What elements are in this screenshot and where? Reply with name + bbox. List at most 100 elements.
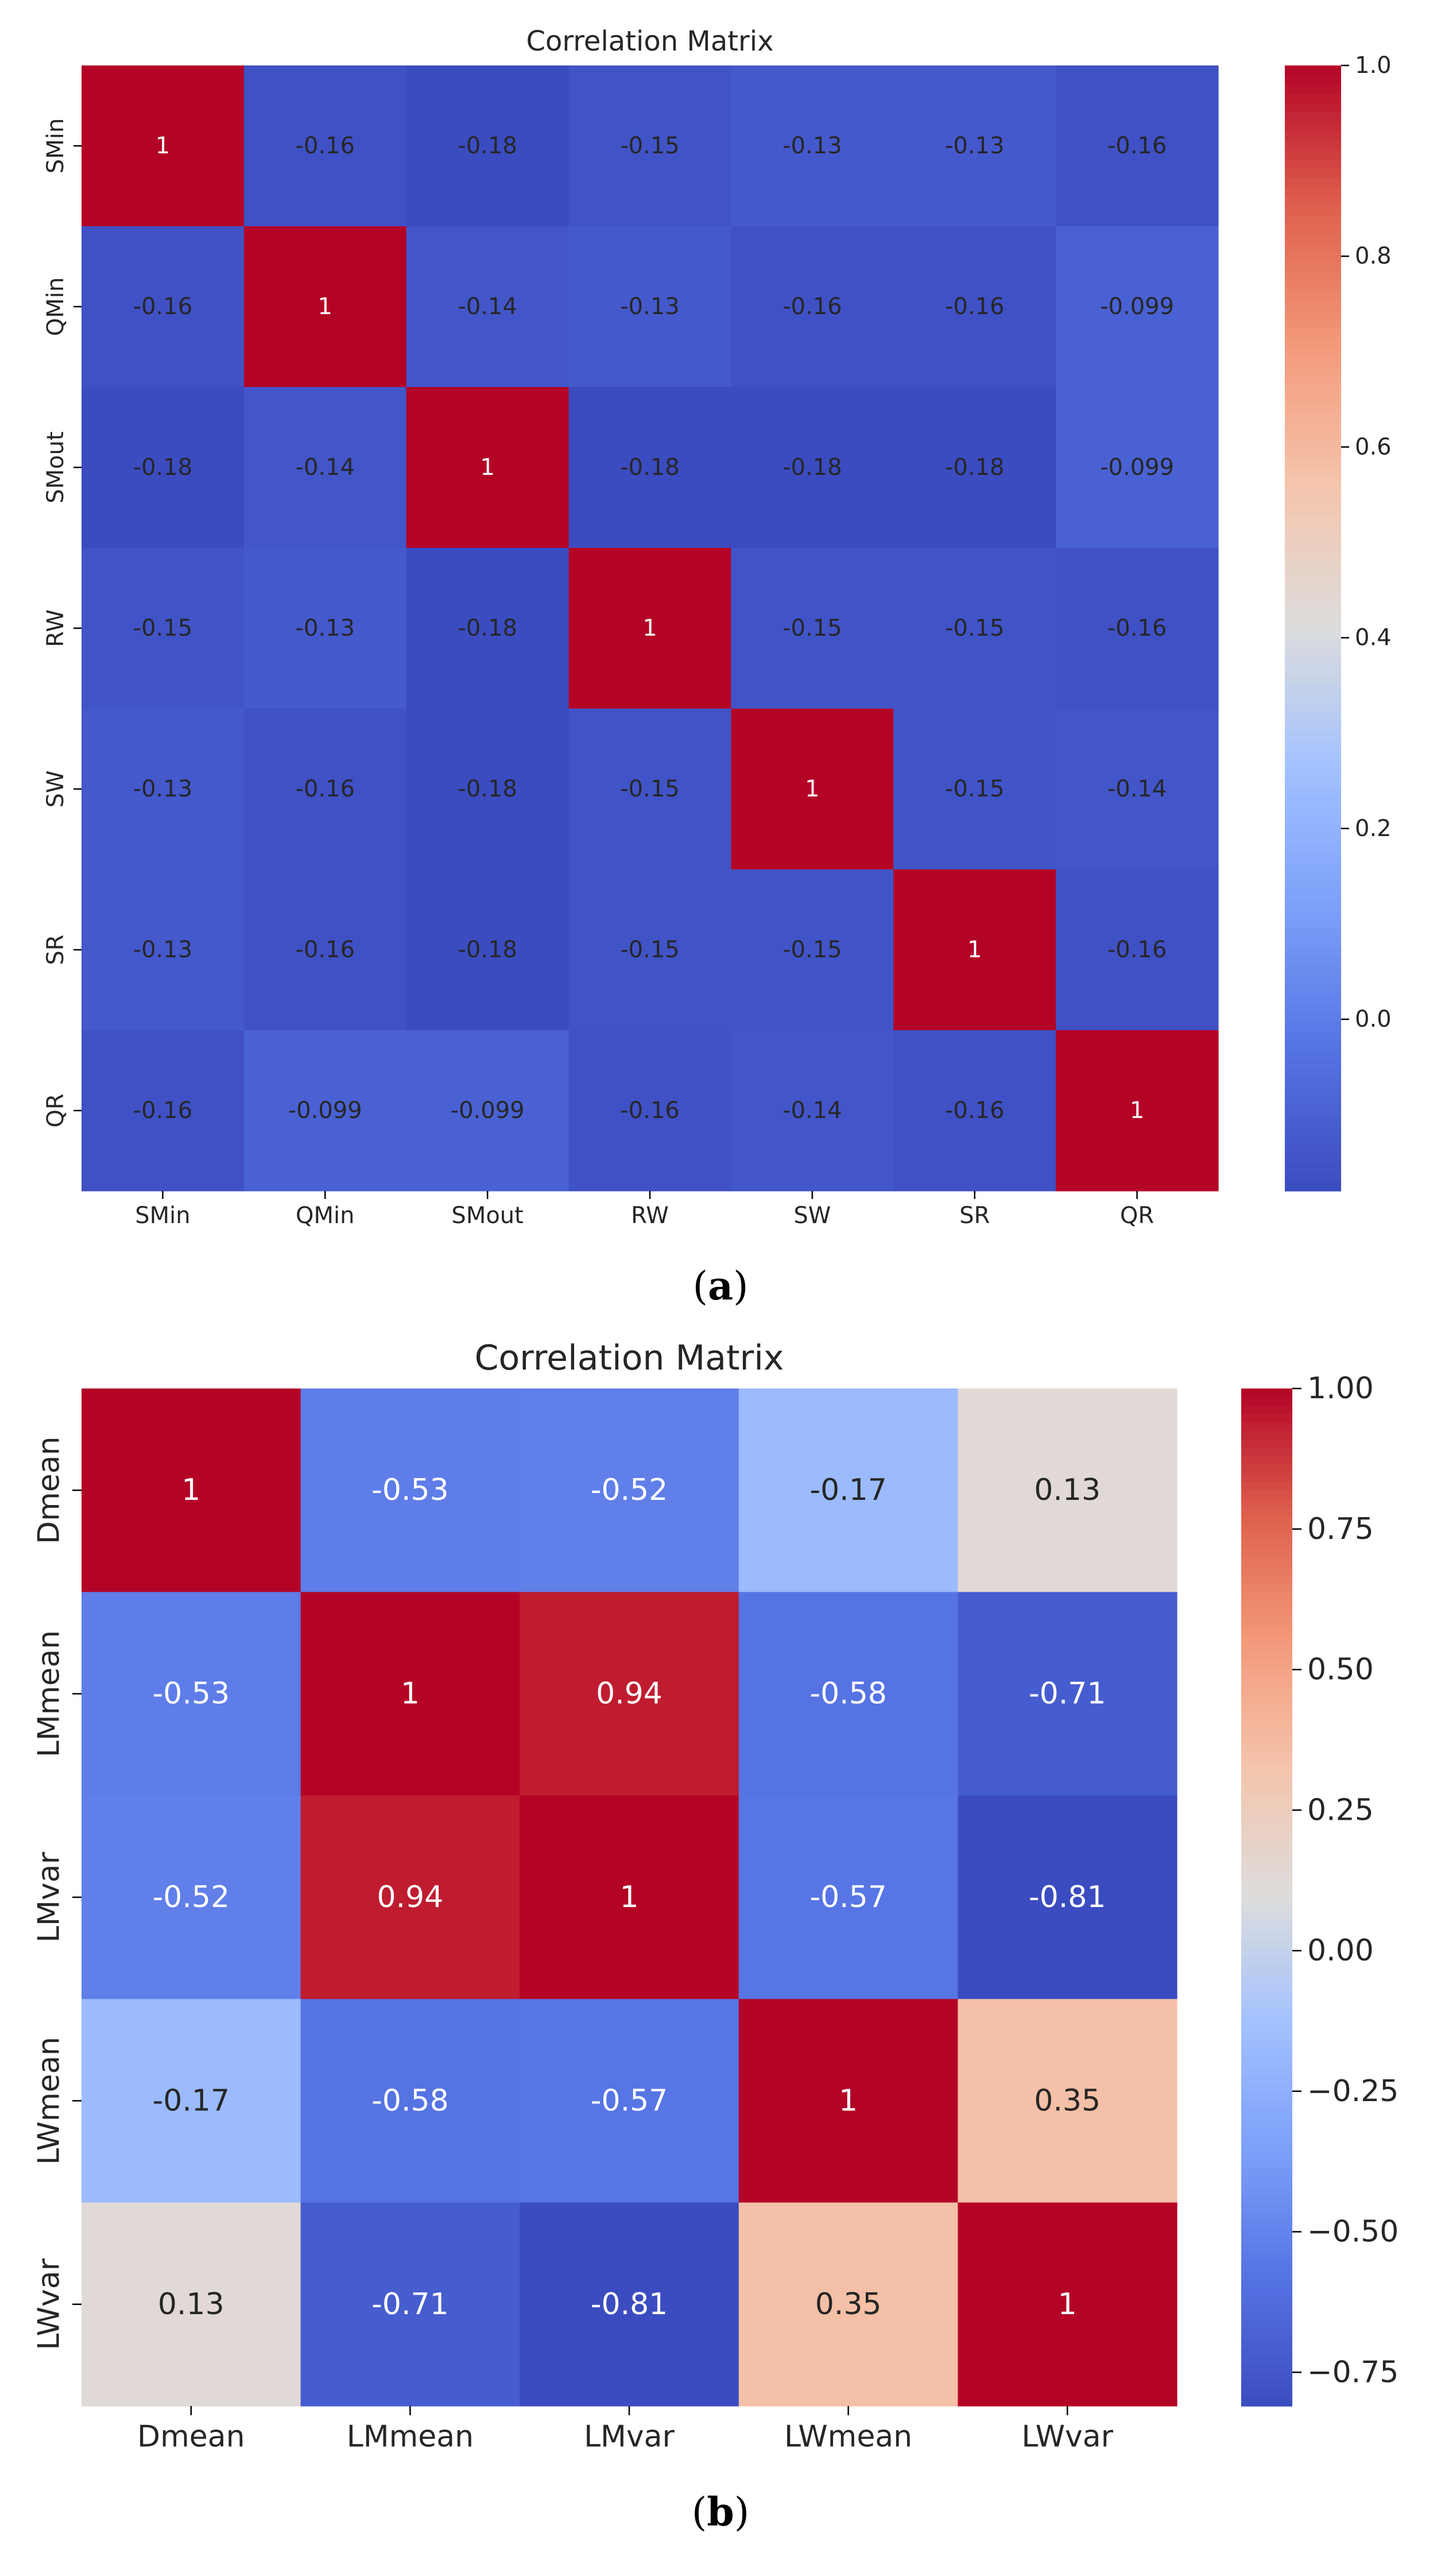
heatmap-cell	[738, 1999, 958, 2203]
colorbar-segment	[1285, 806, 1341, 817]
colorbar-segment	[1241, 1643, 1292, 1652]
cell-annotation: -0.16	[1107, 937, 1167, 963]
heatmap-cell	[82, 548, 245, 709]
colorbar-segment	[1285, 769, 1341, 779]
colorbar-segment	[1241, 1533, 1292, 1542]
heatmap-cell	[731, 709, 894, 870]
colorbar-segment	[1285, 421, 1341, 432]
cell-annotation: -0.17	[153, 2083, 230, 2118]
colorbar-segment	[1285, 281, 1341, 291]
colorbar-segment	[1241, 1567, 1292, 1576]
colorbar-segment	[1241, 2152, 1292, 2161]
colorbar-segment	[1285, 1069, 1341, 1079]
cell-annotation: -0.16	[1107, 133, 1167, 159]
heatmap-cell	[406, 869, 570, 1031]
heatmap-cell	[1056, 226, 1219, 388]
colorbar-segment	[1241, 1448, 1292, 1457]
cell-annotation: -0.16	[1107, 615, 1167, 641]
colorbar-segment	[1285, 469, 1341, 479]
colorbar-segment	[1285, 966, 1341, 976]
colorbar-segment	[1285, 262, 1341, 273]
colorbar-segment	[1241, 1600, 1292, 1610]
colorbar-segment	[1241, 1761, 1292, 1771]
colorbar-segment	[1241, 2253, 1292, 2262]
colorbar-segment	[1241, 1388, 1292, 1398]
colorbar-segment	[1241, 1473, 1292, 1483]
colorbar-segment	[1285, 1144, 1341, 1154]
heatmap-cell	[520, 2202, 739, 2407]
colorbar-segment	[1241, 1745, 1292, 1754]
colorbar-segment	[1285, 656, 1341, 667]
cell-annotation: -0.099	[451, 1097, 525, 1124]
x-tick-label: SMin	[135, 1202, 190, 1229]
colorbar-segment	[1285, 703, 1341, 713]
heatmap-cell	[1056, 869, 1219, 1031]
heatmap-cell	[731, 387, 894, 548]
colorbar-segment	[1285, 253, 1341, 263]
cell-annotation: 1	[181, 1473, 200, 1507]
heatmap-cell	[958, 1795, 1177, 1999]
colorbar-segment	[1241, 2296, 1292, 2305]
heatmap-cell	[731, 548, 894, 709]
y-tick-label: SMin	[42, 118, 69, 173]
colorbar-tick-label: −0.75	[1307, 2355, 1399, 2389]
caption-b-open: (	[691, 2490, 707, 2535]
cell-annotation: -0.099	[1100, 454, 1174, 481]
colorbar-segment	[1241, 1693, 1292, 1703]
heatmap-cell	[520, 1795, 739, 1999]
colorbar-segment	[1285, 488, 1341, 498]
colorbar-segment	[1241, 1812, 1292, 1821]
colorbar-segment	[1241, 2194, 1292, 2203]
colorbar-tick-label: −0.50	[1307, 2215, 1399, 2249]
cell-annotation: -0.17	[809, 1473, 887, 1507]
y-tick-label: LMmean	[32, 1630, 67, 1757]
colorbar-segment	[1285, 1125, 1341, 1135]
cell-annotation: -0.18	[458, 133, 517, 159]
cell-annotation: -0.52	[591, 1473, 668, 1507]
heatmap-cell	[82, 869, 245, 1031]
heatmap-cell	[893, 1030, 1056, 1192]
heatmap-cell	[82, 709, 245, 870]
heatmap-cell	[300, 1388, 520, 1592]
colorbar-segment	[1241, 1490, 1292, 1499]
colorbar-segment	[1241, 1787, 1292, 1796]
heatmap-cell	[958, 1592, 1177, 1796]
colorbar-segment	[1285, 1116, 1341, 1126]
colorbar-segment	[1241, 1422, 1292, 1432]
colorbar-segment	[1241, 2109, 1292, 2118]
cell-annotation: -0.16	[296, 133, 355, 159]
colorbar-segment	[1241, 1405, 1292, 1415]
cell-annotation: 1	[1058, 2287, 1077, 2322]
colorbar-tick-label: 0.0	[1355, 1006, 1392, 1032]
heatmap-cell	[406, 226, 570, 388]
cell-annotation: -0.13	[945, 133, 1005, 159]
heatmap-cell	[738, 1388, 958, 1592]
colorbar-segment	[1241, 1524, 1292, 1533]
cell-annotation: -0.15	[945, 615, 1005, 641]
cell-annotation: 0.94	[377, 1880, 444, 1914]
heatmap-cell	[406, 1030, 570, 1192]
colorbar-segment	[1241, 1558, 1292, 1567]
colorbar-segment	[1241, 2126, 1292, 2136]
heatmap-cell	[731, 869, 894, 1031]
colorbar-segment	[1241, 1795, 1292, 1805]
colorbar-segment	[1241, 1464, 1292, 1474]
y-tick-label: LWmean	[32, 2037, 67, 2165]
heatmap-cell	[568, 65, 732, 227]
heatmap-cell	[82, 1999, 301, 2203]
colorbar-segment	[1285, 628, 1341, 639]
colorbar-segment	[1241, 2058, 1292, 2068]
colorbar-segment	[1285, 196, 1341, 207]
colorbar-segment	[1285, 234, 1341, 245]
colorbar-segment	[1241, 1702, 1292, 1711]
heatmap-cell	[738, 2202, 958, 2407]
heatmap-cell	[738, 1592, 958, 1796]
colorbar-segment	[1285, 516, 1341, 526]
colorbar-segment	[1285, 741, 1341, 751]
colorbar-segment	[1285, 544, 1341, 554]
colorbar-segment	[1241, 1965, 1292, 1974]
colorbar-segment	[1285, 365, 1341, 376]
heatmap-cell	[406, 387, 570, 548]
colorbar-segment	[1241, 1982, 1292, 1991]
heatmap-cell	[243, 387, 407, 548]
